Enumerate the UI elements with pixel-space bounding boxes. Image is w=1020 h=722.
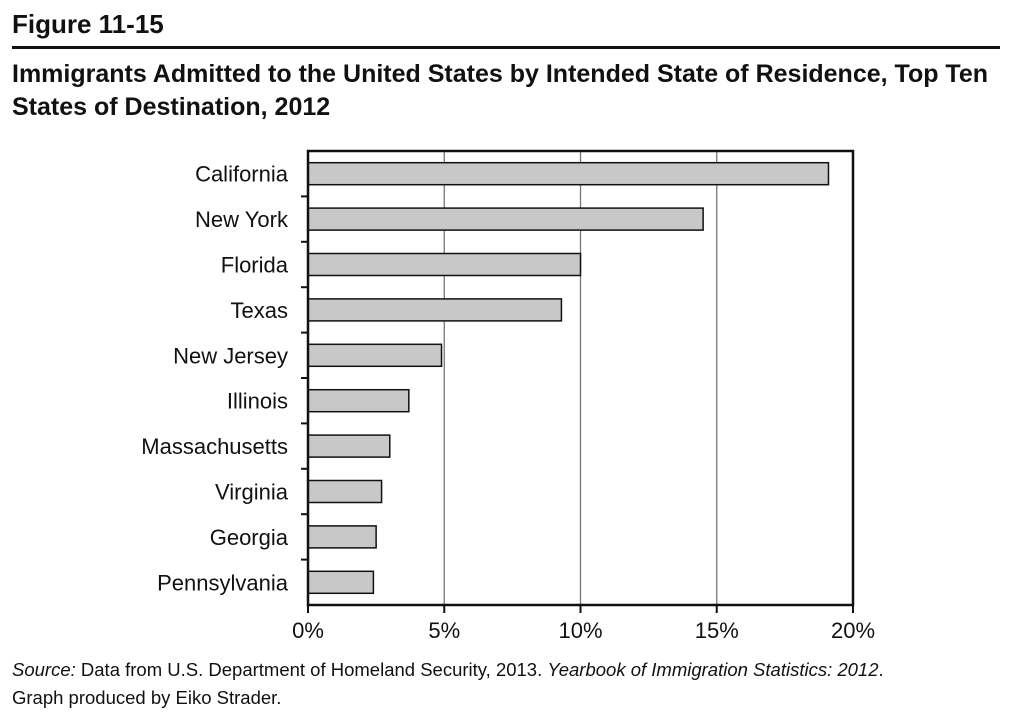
bar bbox=[307, 388, 410, 413]
x-tick-label: 0% bbox=[292, 618, 324, 643]
x-tick-label: 10% bbox=[558, 618, 602, 643]
source-credit: Graph produced by Eiko Strader. bbox=[12, 687, 282, 708]
x-tick-label: 20% bbox=[831, 618, 875, 643]
title-divider bbox=[12, 46, 1000, 49]
category-label: Pennsylvania bbox=[157, 570, 289, 595]
bar bbox=[307, 207, 704, 231]
category-label: Georgia bbox=[210, 525, 289, 550]
category-label: Virginia bbox=[215, 480, 289, 505]
x-tick-label: 5% bbox=[428, 618, 460, 643]
bar bbox=[307, 298, 563, 322]
bar bbox=[307, 570, 375, 595]
bar bbox=[307, 252, 582, 277]
source-note: Source: Data from U.S. Department of Hom… bbox=[12, 656, 1002, 712]
source-text: Data from U.S. Department of Homeland Se… bbox=[75, 659, 548, 680]
source-prefix: Source: bbox=[12, 659, 76, 680]
category-label: California bbox=[195, 162, 289, 187]
figure-label: Figure 11-15 bbox=[12, 9, 164, 39]
category-label: New York bbox=[195, 207, 289, 232]
source-end: . bbox=[878, 659, 884, 680]
category-label: Florida bbox=[221, 253, 289, 278]
bar bbox=[307, 434, 391, 458]
bar bbox=[307, 525, 377, 549]
source-publication: Yearbook of Immigration Statistics: 2012 bbox=[547, 659, 879, 680]
category-label: New Jersey bbox=[173, 343, 288, 368]
chart-title: Immigrants Admitted to the United States… bbox=[12, 60, 989, 121]
category-label: Illinois bbox=[227, 389, 288, 414]
bar bbox=[307, 161, 830, 186]
category-label: Massachusetts bbox=[141, 434, 288, 459]
bar bbox=[307, 343, 443, 368]
bar bbox=[307, 479, 383, 504]
category-label: Texas bbox=[231, 298, 288, 323]
x-tick-label: 15% bbox=[695, 618, 739, 643]
